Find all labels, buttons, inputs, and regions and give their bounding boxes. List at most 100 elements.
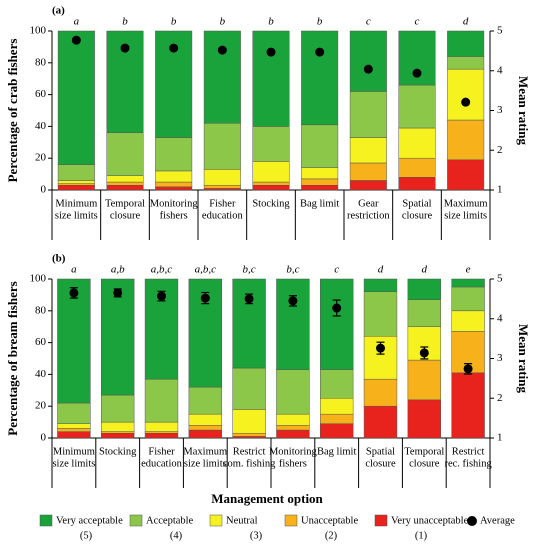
- average-point: [463, 364, 473, 374]
- y2-tick-label: 4: [497, 64, 503, 76]
- group-label: b,c: [286, 264, 299, 276]
- average-point: [332, 303, 342, 313]
- legend-label: Average: [480, 515, 515, 526]
- bar-segment: [57, 30, 95, 165]
- bar-segment: [144, 421, 179, 432]
- y-axis-title: Percentage of crab fishers: [5, 39, 20, 183]
- group-label: a,b,c: [151, 264, 173, 276]
- y-tick-label: 40: [35, 368, 47, 380]
- bar-segment: [57, 278, 91, 404]
- x-tick-label: fishers: [160, 210, 188, 221]
- bar-segment: [106, 181, 144, 186]
- bar-segment: [232, 278, 266, 369]
- bar-segment: [398, 84, 436, 129]
- x-tick-label: Gear: [358, 198, 379, 209]
- bar-segment: [106, 132, 144, 176]
- bar-segment: [57, 164, 95, 181]
- legend-marker: [467, 516, 477, 526]
- group-label: b,c: [243, 264, 256, 276]
- y2-tick-label: 3: [497, 352, 503, 364]
- y2-tick-label: 2: [497, 392, 503, 404]
- bar-segment: [451, 278, 485, 288]
- x-tick-label: Maximum: [183, 446, 227, 457]
- y-tick-label: 20: [35, 152, 47, 164]
- bar-segment: [398, 127, 436, 159]
- legend-swatch: [209, 514, 223, 527]
- bar-segment: [320, 398, 354, 415]
- y2-tick-label: 4: [497, 312, 503, 324]
- bar-segment: [232, 432, 266, 437]
- bar-segment: [203, 169, 241, 186]
- x-tick-label: size limits: [184, 458, 227, 469]
- average-point: [71, 35, 81, 45]
- average-point: [363, 64, 373, 74]
- y-tick-label: 80: [35, 56, 47, 68]
- bar-segment: [363, 291, 398, 337]
- group-label: d: [378, 264, 384, 276]
- panel-label: (a): [52, 5, 65, 17]
- bar-segment: [155, 170, 193, 183]
- y-tick-label: 0: [41, 432, 47, 444]
- group-label: c: [334, 264, 339, 276]
- bar-segment: [349, 162, 387, 181]
- group-label: b: [171, 16, 177, 28]
- average-point: [120, 43, 130, 53]
- average-point: [288, 296, 298, 306]
- average-point: [157, 291, 166, 301]
- bar-segment: [363, 405, 398, 439]
- legend-label: Very acceptable: [56, 515, 123, 526]
- y-tick-label: 60: [35, 336, 47, 348]
- y2-tick-label: 5: [497, 25, 503, 37]
- average-point: [200, 293, 210, 303]
- legend-swatch: [284, 514, 298, 527]
- y2-tick-label: 5: [497, 273, 503, 285]
- group-label: c: [415, 16, 420, 28]
- legend-code: (3): [250, 530, 263, 541]
- bar-segment: [447, 30, 485, 57]
- bar-segment: [363, 278, 398, 292]
- y-tick-label: 20: [35, 400, 47, 412]
- y2-tick-label: 3: [497, 104, 503, 116]
- bar-segment: [447, 119, 485, 161]
- x-tick-label: com. fishing: [223, 458, 276, 469]
- bar-segment: [276, 369, 310, 415]
- bar-segment: [232, 409, 266, 434]
- y2-tick-label: 1: [497, 432, 503, 444]
- bar-segment: [203, 30, 241, 124]
- x-tick-label: closure: [409, 458, 440, 469]
- bar-segment: [301, 184, 339, 191]
- bar-segment: [398, 157, 436, 178]
- x-tick-label: Fisher: [209, 198, 236, 209]
- bar-segment: [276, 429, 310, 439]
- average-point: [461, 97, 471, 107]
- bar-segment: [407, 359, 441, 401]
- y-tick-label: 40: [35, 120, 47, 132]
- bar-segment: [57, 423, 91, 429]
- bar-segment: [252, 184, 290, 191]
- bar-segment: [320, 413, 354, 424]
- group-label: a,b: [111, 264, 125, 276]
- bar-segment: [447, 159, 485, 191]
- bar-segment: [188, 429, 222, 439]
- legend-code: (5): [80, 530, 93, 541]
- bar-segment: [188, 413, 222, 426]
- bar-segment: [155, 181, 193, 188]
- x-tick-label: Monitoring: [150, 198, 199, 209]
- x-tick-label: closure: [365, 458, 396, 469]
- x-tick-label: Minimum: [55, 198, 97, 209]
- legend-label: Unacceptable: [301, 515, 358, 526]
- bar-segment: [320, 423, 354, 439]
- bar-segment: [106, 184, 144, 191]
- bar-segment: [252, 161, 290, 183]
- bar-segment: [320, 278, 354, 370]
- bar-segment: [203, 184, 241, 189]
- bar-segment: [144, 378, 179, 423]
- bar-segment: [57, 431, 91, 439]
- bar-segment: [252, 181, 290, 186]
- bar-segment: [101, 394, 135, 423]
- average-point: [412, 68, 422, 78]
- bar-segment: [363, 378, 398, 407]
- y2-axis-title: Mean rating: [516, 76, 531, 145]
- average-point: [244, 294, 254, 304]
